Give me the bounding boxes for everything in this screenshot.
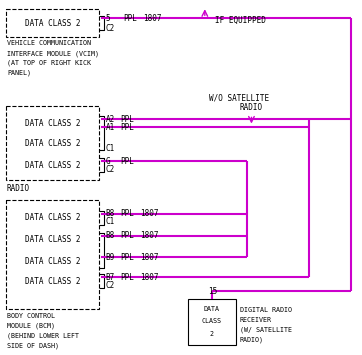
Text: DATA CLASS 2: DATA CLASS 2	[25, 235, 80, 244]
Text: INTERFACE MODULE (VCIM): INTERFACE MODULE (VCIM)	[7, 50, 99, 56]
Bar	[7, 200, 98, 309]
Text: BODY CONTROL: BODY CONTROL	[7, 313, 55, 319]
Text: DATA CLASS 2: DATA CLASS 2	[25, 257, 80, 266]
Text: DATA CLASS 2: DATA CLASS 2	[25, 160, 80, 170]
Text: RADIO: RADIO	[240, 103, 263, 112]
Text: PANEL): PANEL)	[7, 70, 31, 76]
Text: C2: C2	[106, 165, 115, 174]
Text: DATA CLASS 2: DATA CLASS 2	[25, 213, 80, 222]
Text: C1: C1	[106, 217, 115, 226]
Text: PPL: PPL	[121, 115, 134, 124]
Text: DATA CLASS 2: DATA CLASS 2	[25, 119, 80, 128]
Text: B9: B9	[106, 253, 115, 262]
Text: SIDE OF DASH): SIDE OF DASH)	[7, 343, 59, 349]
Text: 2: 2	[210, 331, 214, 337]
Text: MODULE (BCM): MODULE (BCM)	[7, 323, 55, 329]
Text: 1807: 1807	[143, 14, 162, 23]
Bar	[7, 105, 98, 180]
Bar	[188, 299, 236, 345]
Text: C2: C2	[106, 24, 115, 33]
Text: B8: B8	[106, 231, 115, 240]
Text: DATA CLASS 2: DATA CLASS 2	[25, 277, 80, 286]
Text: DATA CLASS 2: DATA CLASS 2	[25, 139, 80, 148]
Text: PPL: PPL	[121, 123, 134, 132]
Text: (W/ SATELLITE: (W/ SATELLITE	[240, 327, 291, 333]
Text: W/O SATELLITE: W/O SATELLITE	[210, 93, 270, 102]
Text: 1807: 1807	[140, 273, 159, 282]
Text: G: G	[106, 157, 110, 166]
Bar	[7, 9, 98, 37]
Text: (AT TOP OF RIGHT KICK: (AT TOP OF RIGHT KICK	[7, 60, 91, 66]
Text: (BEHIND LOWER LEFT: (BEHIND LOWER LEFT	[7, 333, 79, 339]
Text: A1: A1	[106, 123, 115, 132]
Text: IF EQUIPPED: IF EQUIPPED	[215, 16, 266, 25]
Text: PPL: PPL	[121, 231, 134, 240]
Text: 1807: 1807	[140, 209, 159, 218]
Text: PPL: PPL	[123, 14, 137, 23]
Text: B8: B8	[106, 209, 115, 218]
Text: PPL: PPL	[121, 157, 134, 166]
Text: 1807: 1807	[140, 253, 159, 262]
Text: DATA: DATA	[204, 306, 220, 312]
Text: DATA CLASS 2: DATA CLASS 2	[25, 19, 80, 28]
Text: 1807: 1807	[140, 231, 159, 240]
Text: 5: 5	[106, 14, 110, 23]
Text: RADIO: RADIO	[7, 184, 29, 193]
Text: RECEIVER: RECEIVER	[240, 317, 272, 323]
Text: VEHICLE COMMUNICATION: VEHICLE COMMUNICATION	[7, 40, 91, 46]
Text: C1: C1	[106, 144, 115, 153]
Text: RADIO): RADIO)	[240, 337, 264, 343]
Text: CLASS: CLASS	[202, 318, 222, 324]
Text: 15: 15	[208, 286, 217, 296]
Text: PPL: PPL	[121, 253, 134, 262]
Text: B7: B7	[106, 273, 115, 282]
Text: PPL: PPL	[121, 273, 134, 282]
Text: PPL: PPL	[121, 209, 134, 218]
Text: A2: A2	[106, 115, 115, 124]
Text: C2: C2	[106, 281, 115, 290]
Text: DIGITAL RADIO: DIGITAL RADIO	[240, 307, 291, 313]
